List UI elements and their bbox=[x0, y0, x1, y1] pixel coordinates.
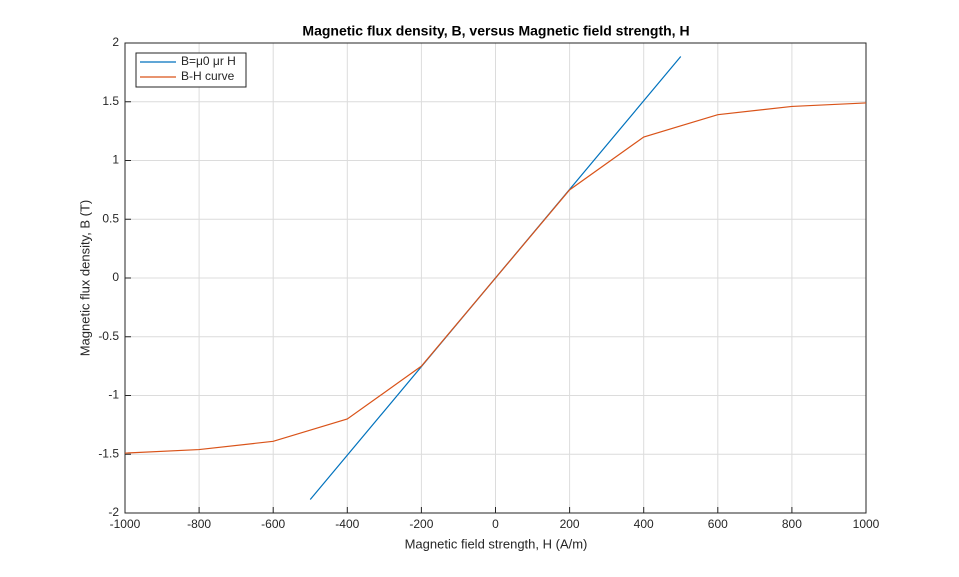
x-tick-label: 800 bbox=[782, 517, 802, 531]
x-tick-label: 600 bbox=[708, 517, 728, 531]
y-tick-label: -1 bbox=[108, 388, 119, 402]
y-tick-label: -1.5 bbox=[98, 446, 119, 460]
x-tick-label: 0 bbox=[492, 517, 499, 531]
y-tick-label: 2 bbox=[112, 35, 119, 49]
y-axis-label: Magnetic flux density, B (T) bbox=[77, 200, 92, 357]
x-tick-label: -1000 bbox=[110, 517, 141, 531]
y-tick-label: 0 bbox=[112, 270, 119, 284]
y-tick-label: 0.5 bbox=[102, 211, 119, 225]
x-tick-label: 400 bbox=[634, 517, 654, 531]
x-tick-label: 1000 bbox=[853, 517, 880, 531]
x-tick-label: -600 bbox=[261, 517, 285, 531]
x-tick-label: -800 bbox=[187, 517, 211, 531]
x-tick-label: 200 bbox=[560, 517, 580, 531]
series-line bbox=[124, 102, 867, 454]
legend-label: B=μ0 μr H bbox=[181, 54, 236, 68]
x-tick-label: -200 bbox=[409, 517, 433, 531]
plot-frame bbox=[124, 42, 867, 514]
y-tick-label: 1 bbox=[112, 153, 119, 167]
legend-box bbox=[135, 52, 247, 88]
y-tick-label: -0.5 bbox=[98, 329, 119, 343]
legend-label: B-H curve bbox=[181, 69, 235, 83]
y-tick-label: -2 bbox=[108, 505, 119, 519]
x-axis-label: Magnetic field strength, H (A/m) bbox=[405, 536, 588, 551]
chart-title: Magnetic flux density, B, versus Magneti… bbox=[302, 23, 689, 39]
y-tick-label: 1.5 bbox=[102, 94, 119, 108]
x-tick-label: -400 bbox=[335, 517, 359, 531]
